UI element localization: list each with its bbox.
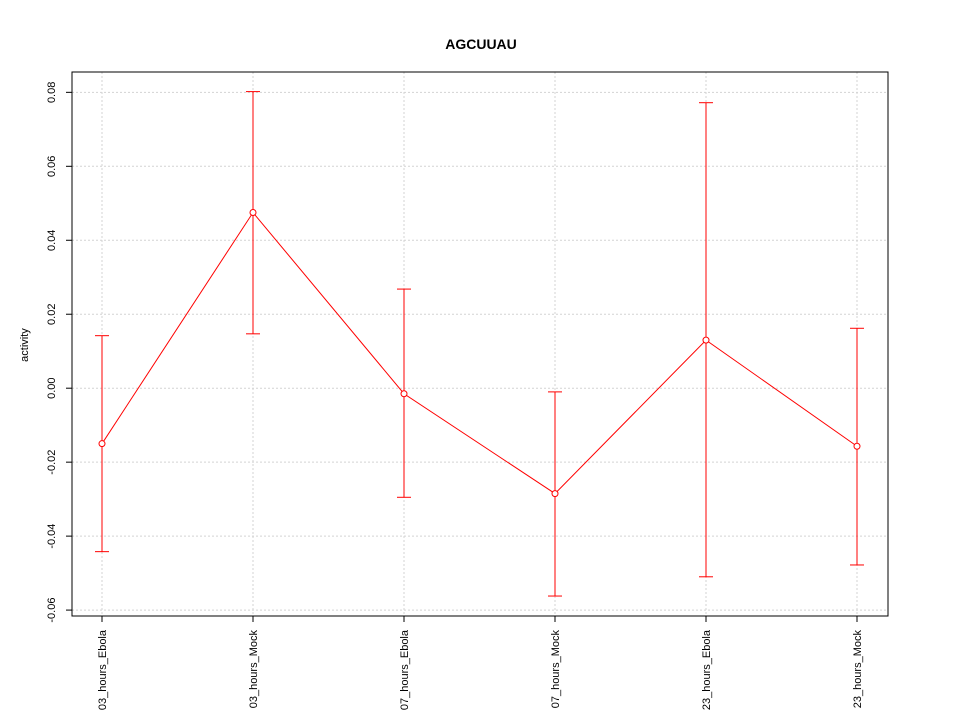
- x-tick-label: 23_hours_Ebola: [701, 629, 713, 710]
- data-point: [249, 209, 257, 217]
- data-point: [702, 336, 710, 344]
- series-line: [101, 211, 858, 495]
- x-tick-label: 07_hours_Ebola: [399, 629, 411, 710]
- data-series: [95, 91, 864, 597]
- x-axis: 03_hours_Ebola 03_hours_Mock 07_hours_Ebol…: [97, 616, 864, 710]
- y-tick-label: 0.00: [46, 377, 58, 398]
- chart-title: AGCUUAU: [445, 36, 517, 52]
- x-tick-label: 03_hours_Ebola: [97, 629, 109, 710]
- plot-frame: [71, 71, 889, 617]
- y-tick-label: -0.06: [46, 598, 58, 623]
- y-tick-label: -0.02: [46, 450, 58, 475]
- data-point: [98, 440, 106, 448]
- x-tick-label: 03_hours_Mock: [248, 630, 260, 709]
- data-point: [551, 490, 559, 498]
- y-axis-label: activity: [19, 328, 31, 362]
- data-point: [853, 442, 861, 450]
- y-tick-label: 0.04: [46, 230, 58, 251]
- y-tick-label: 0.08: [46, 82, 58, 103]
- y-tick-label: 0.02: [46, 304, 58, 325]
- x-tick-label: 07_hours_Mock: [550, 630, 562, 709]
- y-tick-label: -0.04: [46, 524, 58, 549]
- data-point: [400, 390, 408, 398]
- y-axis: -0.06 -0.04 -0.02 0.00 0.02 0.04 0.06 0.08: [46, 82, 72, 623]
- y-tick-label: 0.06: [46, 156, 58, 177]
- x-tick-label: 23_hours_Mock: [852, 630, 864, 709]
- grid-lines: [72, 72, 888, 616]
